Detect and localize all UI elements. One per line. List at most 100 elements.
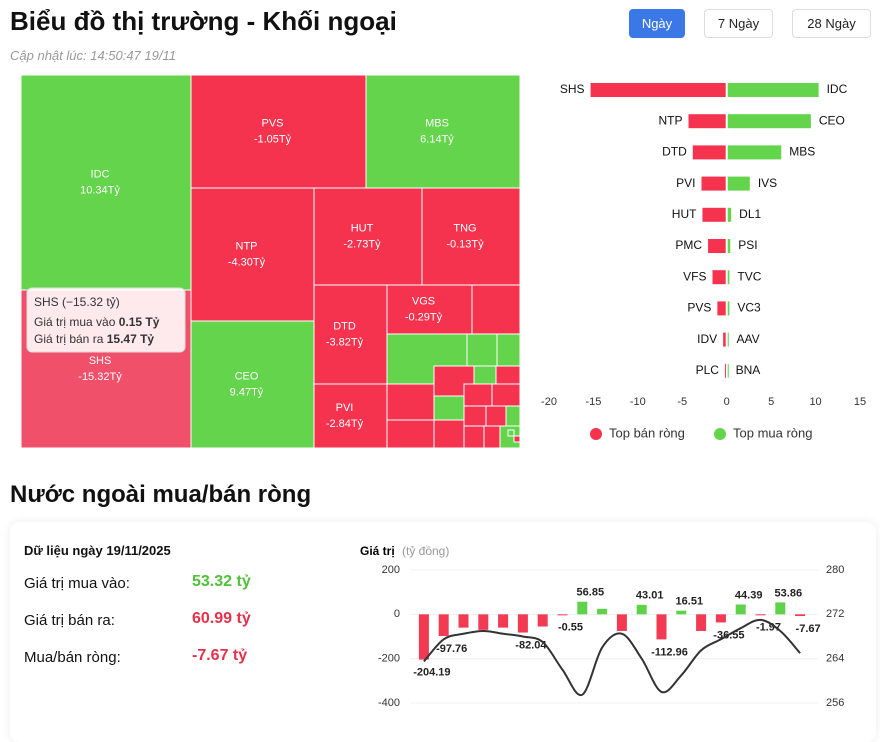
bar [696,614,707,631]
bar [727,301,730,316]
tile [386,383,435,421]
summary-label: Giá trị mua vào: [24,575,130,592]
bar [438,614,449,637]
value-label: -97.76 [436,643,467,655]
bar-category: PVI [676,176,695,190]
value-label: 44.39 [735,589,763,601]
bar [723,332,726,347]
tile-value: -4.30Tỷ [228,256,266,268]
tile-label: PVI [336,402,354,414]
bar-category: NTP [659,113,683,127]
tile-value: -15.32Tỷ [78,371,122,383]
tile-value: -0.13Tỷ [446,238,484,250]
x-tick-label: 15 [854,396,866,408]
bar [577,601,588,615]
tooltip: SHS (−15.32 tỷ)Giá trị mua vào 0.15 TỷGi… [26,287,186,353]
bar-category: HUT [672,207,697,221]
charts: IDC 10.34Tỷ SHS -15.32Tỷ PVS -1.05Tỷ MBS 6.14Tỷ… [20,74,866,709]
treemap-tile [313,383,388,449]
tile-value: 6.14Tỷ [420,133,454,145]
tile [507,429,515,437]
bar [727,239,731,253]
treemap-tile [190,187,315,322]
y2-tick-label: 264 [826,653,844,665]
bar-category: SHS [560,82,585,96]
bar-category: PSI [738,238,757,252]
bar [727,207,732,222]
tile-label: DTD [333,320,356,332]
bar-category: IDV [697,332,717,346]
tile [491,383,521,407]
tile [505,405,521,427]
x-tick-label: 5 [768,396,774,408]
value-label: 43.01 [636,590,664,602]
bar [727,145,782,160]
treemap-tile [20,74,192,291]
tile [466,333,498,367]
bar [478,614,489,630]
x-tick-label: -20 [541,396,557,408]
x-tick-label: -10 [630,396,646,408]
summary-label: Giá trị bán ra: [24,612,115,629]
tile-label: MBS [425,117,449,129]
bar [727,176,750,191]
bar-category: MBS [789,145,815,159]
y-tick-label: -200 [378,653,400,665]
treemap-tile [313,187,423,286]
bar-category: IDC [827,82,848,96]
tab[interactable]: 7 Ngày [704,9,773,38]
tab[interactable]: Ngày [629,9,685,38]
bar [616,614,627,631]
bar-category: DTD [662,145,687,159]
value-label: 53.86 [775,587,803,599]
bar [676,610,687,615]
bar [727,83,819,97]
bar [702,207,726,222]
bar [717,301,726,316]
tile-label: HUT [351,222,374,234]
tile-value: 10.34Tỷ [80,184,120,196]
bar [656,614,667,640]
y2-tick-label: 256 [826,697,844,709]
legend-marker [714,428,726,440]
bar [724,363,726,378]
tile-value: -1.05Tỷ [254,133,292,145]
value-label: 56.85 [577,587,605,599]
tile-label: VGS [412,295,435,307]
bar-category: AAV [736,332,759,346]
value-label: 16.51 [676,596,704,608]
treemap-tile [190,74,367,189]
x-tick-label: -5 [677,396,687,408]
y-tick-label: -400 [378,697,400,709]
bar-category: CEO [819,113,845,127]
page-title: Biểu đồ thị trường - Khối ngoại [10,6,397,36]
summary-value: 60.99 tỷ [192,610,251,627]
bar-category: PVS [687,301,711,315]
tile-label: IDC [91,168,110,180]
legend-label: Top mua ròng [733,425,813,440]
bar [597,608,608,615]
bar [498,614,509,628]
treemap-tile [365,74,521,189]
tile [463,383,493,407]
tooltip-label: Giá trị bán ra [34,332,104,346]
tooltip-row: Giá trị bán ra 15.47 Tỷ [34,332,154,346]
tile-label: PVS [261,117,283,129]
bar [735,604,746,615]
summary-value: 53.32 tỷ [192,573,251,590]
bar-category: TVC [737,269,761,283]
tile-value: -2.73Tỷ [343,238,381,250]
bar [795,614,806,617]
y-axis-unit: (tỷ đồng) [402,544,449,558]
treemap-tile [421,187,521,286]
y2-tick-label: 280 [826,564,844,576]
bar [517,614,528,633]
bar-category: VFS [683,269,706,283]
value-label: -112.96 [651,646,688,658]
bar [708,239,726,253]
tile [496,333,521,367]
tab[interactable]: 28 Ngày [792,9,871,38]
bar [701,176,726,191]
x-tick-label: -15 [585,396,601,408]
y-axis-title: Giá trị [360,544,395,558]
